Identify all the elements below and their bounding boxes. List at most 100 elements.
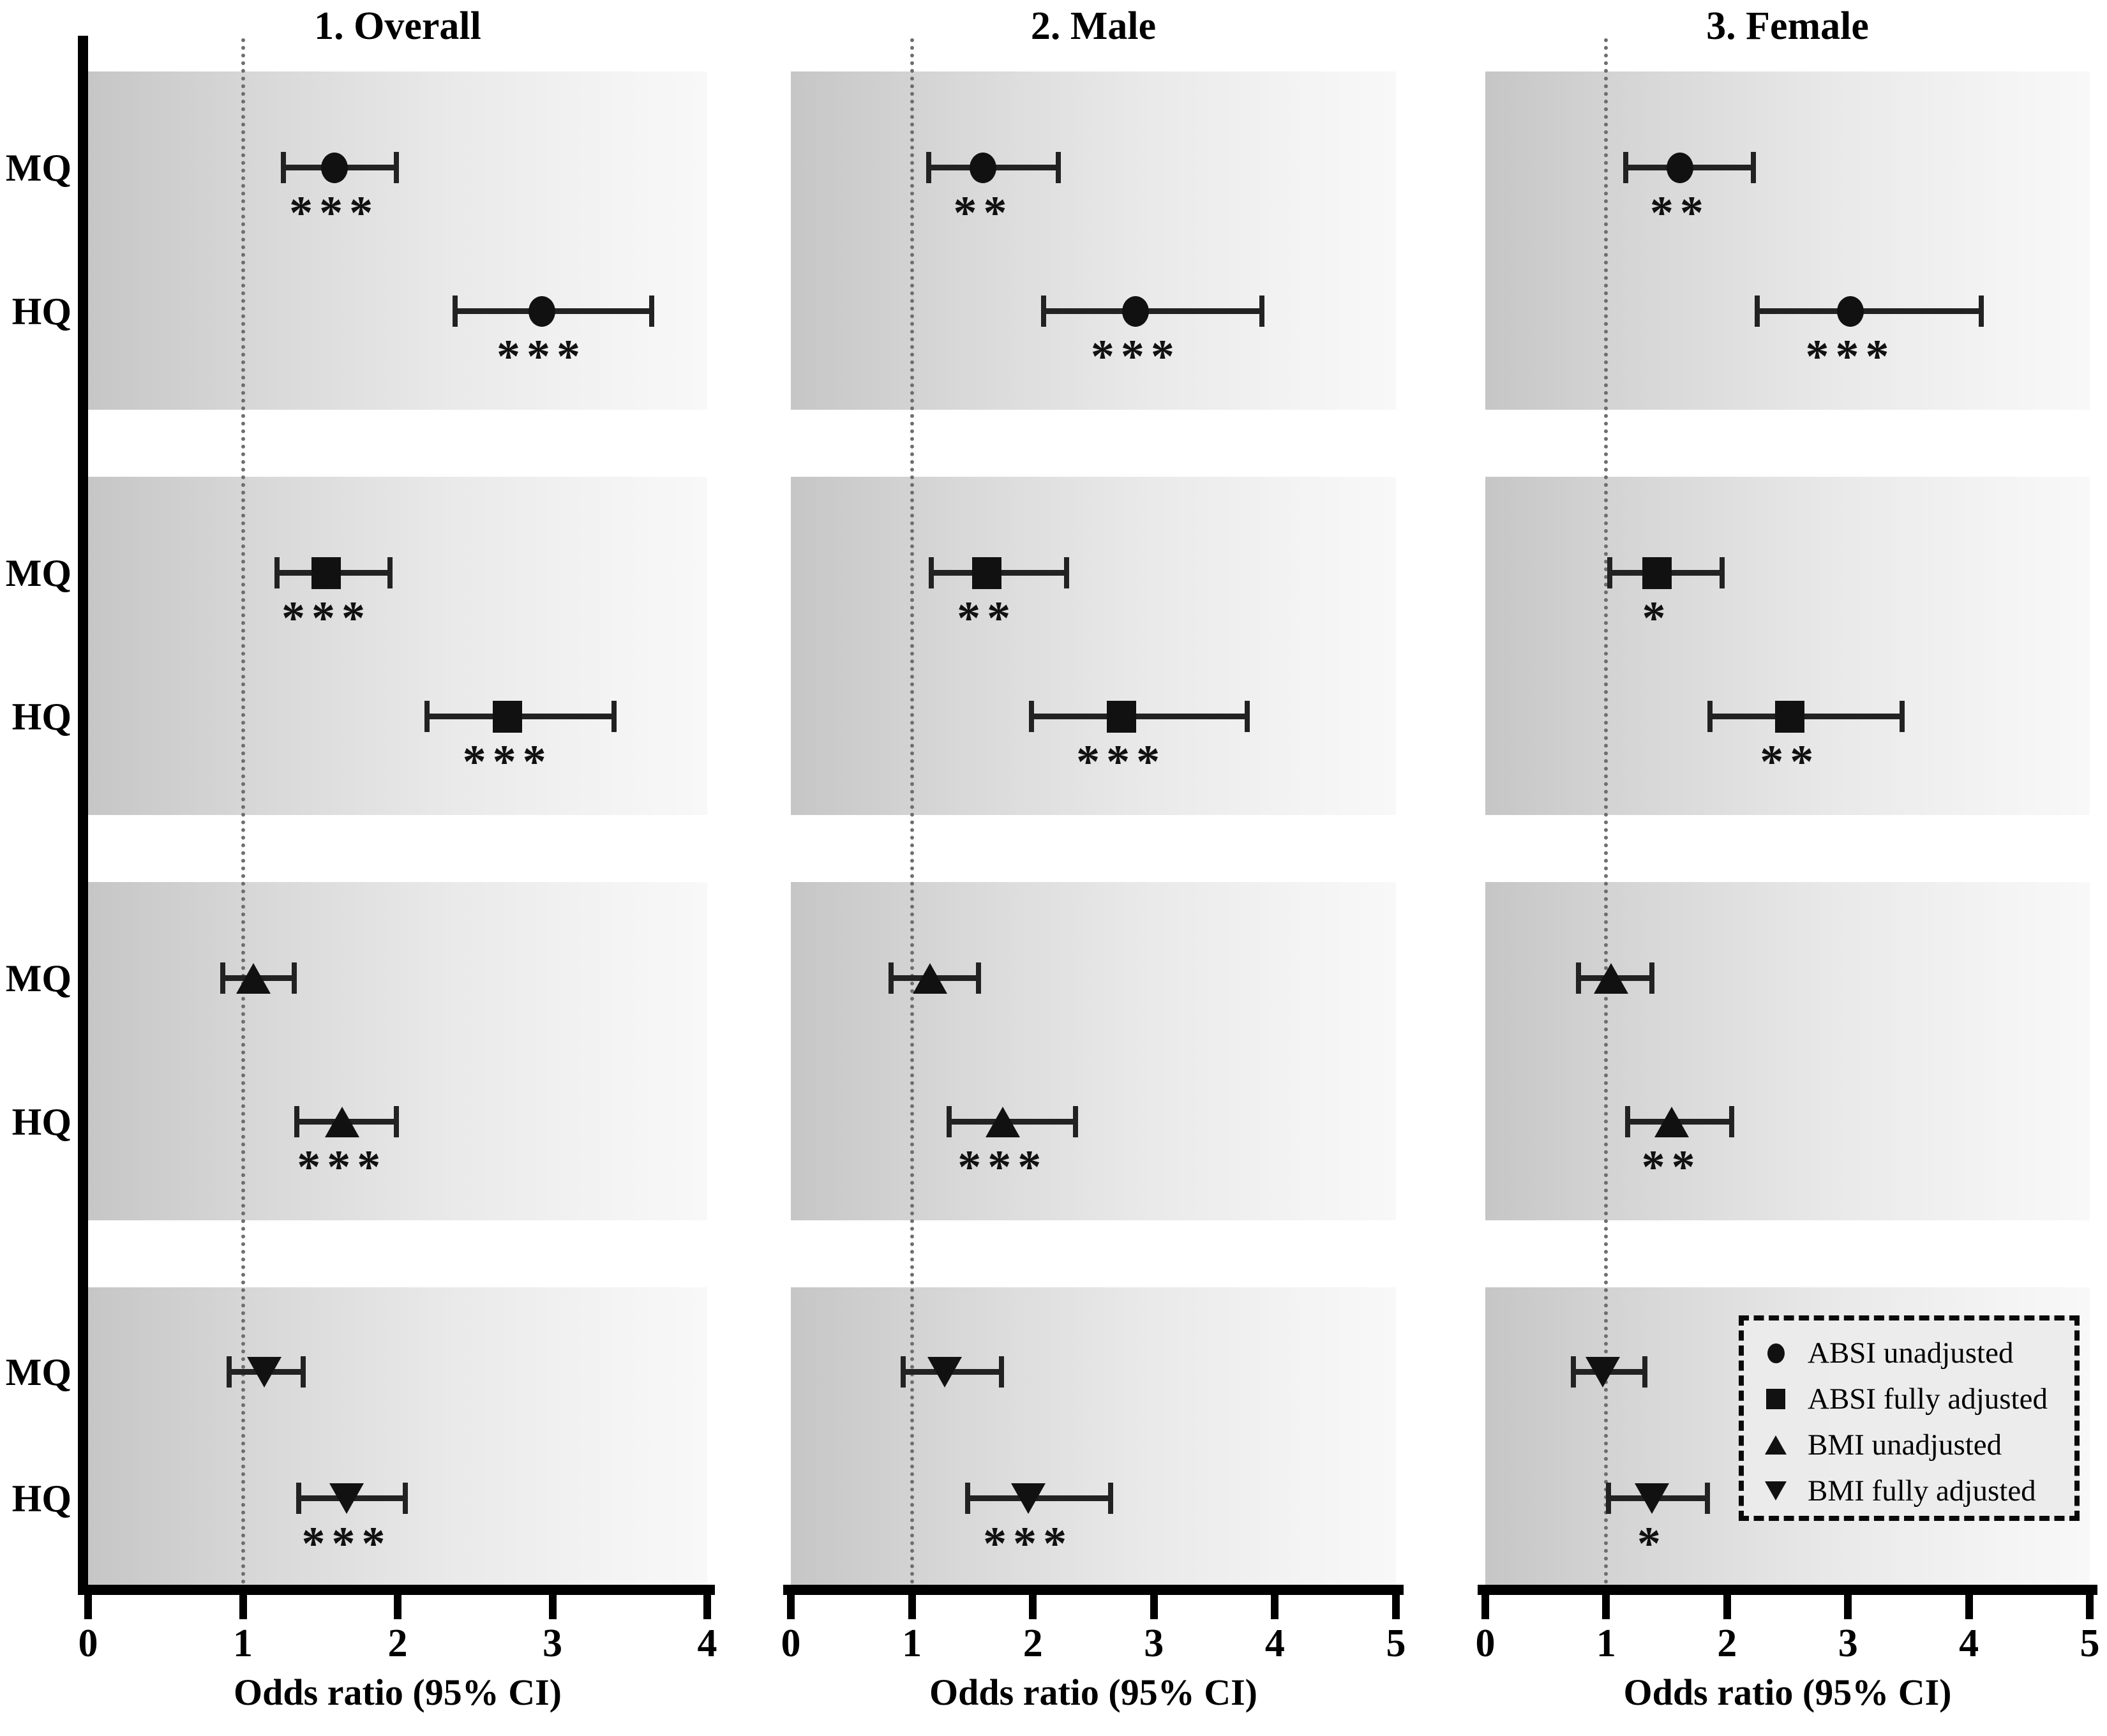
row-label-mq: MQ	[5, 957, 71, 1000]
marker-circle	[528, 296, 555, 327]
x-tick	[84, 1595, 92, 1619]
reference-line	[241, 38, 245, 1585]
ci-upper-cap	[611, 701, 617, 733]
marker-circle	[970, 153, 997, 184]
x-tick-label: 3	[543, 1622, 562, 1665]
x-tick-label: 3	[1838, 1622, 1858, 1665]
ci-upper-cap	[1751, 152, 1757, 184]
legend-item-label: BMI fully adjusted	[1808, 1474, 2036, 1508]
ci-upper-cap	[1729, 1106, 1735, 1138]
legend-item-label: ABSI fully adjusted	[1808, 1382, 2048, 1416]
marker-square	[1642, 557, 1672, 590]
ci-lower-cap	[1707, 701, 1713, 733]
x-tick-label: 5	[1386, 1622, 1406, 1665]
significance-stars: ***	[1076, 736, 1167, 789]
x-tick	[908, 1595, 916, 1619]
ci-lower-cap	[1575, 962, 1581, 994]
significance-stars: ***	[1090, 331, 1181, 384]
ci-upper-cap	[1720, 557, 1725, 589]
reference-line	[1604, 38, 1608, 1585]
error-bar	[1707, 701, 1905, 733]
tri-down-icon	[1765, 1481, 1787, 1500]
legend-glyph-cell	[1744, 1481, 1808, 1500]
significance-stars: **	[1641, 1141, 1702, 1194]
x-tick-label: 1	[233, 1622, 253, 1665]
marker-square	[311, 557, 341, 590]
significance-stars: ***	[957, 1141, 1048, 1194]
x-axis-line	[80, 1585, 715, 1595]
panel-male: ** *** ** *** *** *** 0 1 2 3 4 5 2. Male Odds rati…	[781, 0, 1406, 1736]
ci-upper-cap	[387, 557, 393, 589]
error-bar	[1029, 701, 1250, 733]
x-tick-label: 0	[78, 1622, 98, 1665]
x-tick	[787, 1595, 795, 1619]
x-tick	[1602, 1595, 1610, 1619]
x-tick	[1029, 1595, 1037, 1619]
ci-lower-cap	[926, 152, 932, 184]
marker-circle	[1836, 296, 1864, 327]
row-label-mq: MQ	[5, 147, 71, 190]
marker-tri-down	[927, 1356, 962, 1388]
significance-stars: *	[1642, 592, 1672, 645]
legend-item-label: ABSI unadjusted	[1808, 1336, 2014, 1370]
significance-stars: **	[957, 592, 1017, 645]
legend-glyph-cell	[1744, 1389, 1808, 1409]
plot-area-male: ** *** ** *** *** *** 0 1 2 3 4 5	[781, 0, 1406, 1736]
band	[88, 1287, 707, 1585]
marker-square	[972, 557, 1002, 590]
band	[791, 477, 1396, 815]
x-tick	[394, 1595, 401, 1619]
row-label-hq: HQ	[11, 696, 71, 738]
significance-stars: ***	[1805, 331, 1896, 384]
significance-stars: **	[1649, 187, 1710, 240]
x-tick	[1965, 1595, 1973, 1619]
ci-lower-cap	[1029, 701, 1035, 733]
ci-lower-cap	[424, 701, 430, 733]
ci-lower-cap	[226, 1356, 232, 1388]
x-tick	[1271, 1595, 1279, 1619]
significance-stars: ***	[301, 1517, 392, 1570]
band	[1485, 71, 2090, 410]
ci-upper-cap	[1107, 1482, 1113, 1514]
significance-stars: ***	[281, 592, 371, 645]
marker-circle	[1666, 153, 1693, 184]
band	[1485, 477, 2090, 815]
ci-lower-cap	[452, 296, 458, 327]
ci-lower-cap	[1571, 1356, 1577, 1388]
marker-tri-down	[1635, 1483, 1670, 1514]
significance-stars: ***	[497, 331, 587, 384]
x-tick-label: 0	[781, 1622, 801, 1665]
ci-upper-cap	[998, 1356, 1004, 1388]
ci-lower-cap	[947, 1106, 952, 1138]
ci-upper-cap	[1056, 152, 1061, 184]
x-tick-label: 4	[1264, 1622, 1285, 1665]
x-axis-label-female: Odds ratio (95% CI)	[1623, 1672, 1952, 1713]
significance-stars: ***	[289, 187, 380, 240]
ci-lower-cap	[928, 557, 934, 589]
x-tick-label: 4	[697, 1622, 717, 1665]
x-tick-label: 1	[902, 1622, 922, 1665]
ci-lower-cap	[294, 1106, 300, 1138]
legend-item-label: BMI unadjusted	[1808, 1428, 2002, 1462]
x-tick	[239, 1595, 247, 1619]
ci-lower-cap	[220, 962, 225, 994]
ci-upper-cap	[1259, 296, 1264, 327]
x-tick	[1844, 1595, 1852, 1619]
x-axis-line	[1478, 1585, 2097, 1595]
x-axis-line	[783, 1585, 1404, 1595]
legend-item: ABSI fully adjusted	[1744, 1377, 2074, 1421]
legend-glyph-cell	[1744, 1435, 1808, 1455]
marker-square	[1106, 701, 1136, 733]
ci-lower-cap	[1041, 296, 1047, 327]
x-tick-label: 2	[387, 1622, 408, 1665]
legend-item: BMI fully adjusted	[1744, 1469, 2074, 1513]
tri-up-icon	[1765, 1435, 1787, 1455]
x-tick-label: 1	[1596, 1622, 1616, 1665]
panel-title-female: 3. Female	[1706, 4, 1869, 48]
legend: ABSI unadjusted ABSI fully adjusted BMI un…	[1739, 1315, 2080, 1521]
x-tick-label: 4	[1959, 1622, 1979, 1665]
ci-lower-cap	[1623, 152, 1628, 184]
ci-upper-cap	[1649, 962, 1655, 994]
x-tick-label: 0	[1475, 1622, 1496, 1665]
